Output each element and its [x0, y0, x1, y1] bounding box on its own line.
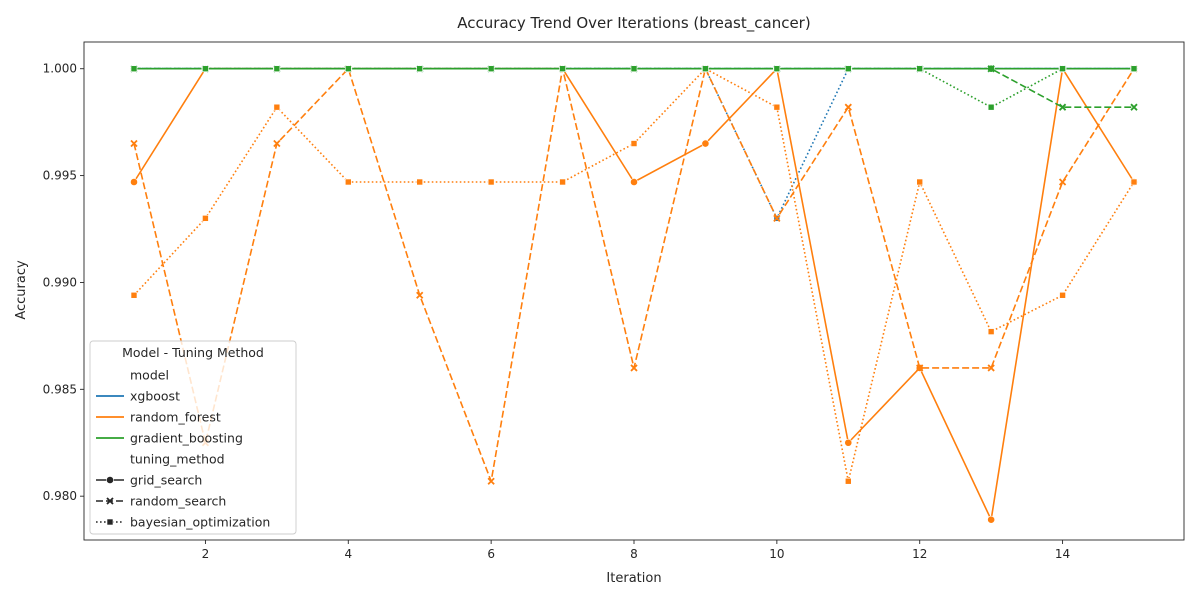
data-point	[630, 65, 638, 73]
x-tick-label: 8	[630, 547, 638, 561]
legend-item-tuning_method: tuning_method	[130, 452, 225, 467]
series-line	[134, 67, 1134, 108]
data-point	[130, 178, 138, 186]
legend-item-random_search: random_search	[96, 494, 226, 509]
data-point	[630, 178, 638, 186]
legend-label: bayesian_optimization	[130, 515, 270, 530]
data-point	[916, 178, 924, 186]
data-point	[130, 139, 138, 148]
legend-marker	[106, 476, 114, 484]
data-point	[487, 477, 495, 485]
x-tick-label: 6	[487, 547, 495, 561]
legend-marker	[106, 518, 114, 526]
legend-item-model: model	[130, 368, 169, 383]
data-point	[773, 65, 781, 73]
x-tick-label: 10	[769, 547, 784, 561]
legend-marker	[106, 497, 114, 505]
x-tick-label: 14	[1055, 547, 1070, 561]
series-gradient_boosting-bayesian_optimization	[130, 65, 1138, 111]
data-point	[1059, 65, 1066, 73]
data-point	[987, 515, 996, 524]
data-point	[1130, 65, 1138, 73]
y-tick-label: 0.990	[43, 275, 77, 289]
x-tick-label: 12	[912, 547, 927, 561]
data-point	[701, 139, 710, 148]
legend-label: random_search	[130, 494, 226, 509]
legend-item-random_forest: random_forest	[96, 410, 221, 425]
data-point	[1130, 103, 1138, 111]
y-tick-label: 0.995	[43, 169, 77, 183]
data-point	[630, 140, 638, 147]
data-point	[416, 291, 424, 299]
data-point	[130, 291, 138, 299]
data-point	[844, 438, 853, 447]
data-point	[987, 103, 995, 111]
data-point	[844, 103, 852, 111]
legend-item-bayesian_optimization: bayesian_optimization	[96, 515, 270, 530]
data-point	[416, 178, 424, 186]
y-tick-label: 0.985	[43, 382, 77, 396]
chart-title: Accuracy Trend Over Iterations (breast_c…	[457, 14, 810, 33]
data-point	[416, 65, 424, 73]
data-point	[344, 178, 352, 186]
legend-label: grid_search	[130, 473, 202, 488]
legend-title: Model - Tuning Method	[122, 345, 264, 360]
legend-item-xgboost: xgboost	[96, 389, 180, 404]
data-point	[202, 65, 209, 73]
data-point	[916, 364, 924, 372]
data-point	[773, 214, 781, 222]
data-point	[344, 65, 352, 73]
data-point	[1059, 291, 1066, 299]
y-tick-label: 0.980	[43, 489, 77, 503]
legend-label: model	[130, 368, 169, 383]
data-point	[844, 477, 852, 485]
legend: Model - Tuning Method model xgboost random_…	[89, 340, 297, 535]
data-point	[202, 215, 209, 222]
data-point	[702, 65, 709, 73]
y-axis-label: Accuracy	[14, 260, 29, 320]
data-point	[273, 103, 281, 111]
data-point	[1130, 178, 1138, 186]
data-point	[844, 65, 852, 73]
data-point	[916, 65, 924, 73]
legend-item-gradient_boosting: gradient_boosting	[96, 431, 243, 446]
legend-box	[89, 340, 297, 535]
data-point	[987, 328, 995, 335]
data-point	[1058, 103, 1067, 111]
plot-area	[130, 64, 1138, 524]
data-point	[1058, 178, 1067, 186]
data-point	[773, 103, 781, 111]
legend-item-grid_search: grid_search	[96, 473, 202, 488]
x-axis-label: Iteration	[606, 571, 661, 586]
data-point	[487, 178, 495, 186]
data-point	[273, 65, 281, 73]
axes: 2 4 6 8 10 12 14 0.980 0.985 0.990 0.995 1.000	[43, 41, 1185, 561]
data-point	[987, 364, 995, 372]
data-point	[273, 139, 281, 148]
data-point	[130, 65, 138, 73]
y-tick-label: 1.000	[43, 62, 77, 76]
series-line	[134, 67, 1134, 108]
x-tick-label: 2	[202, 547, 210, 561]
legend-label: random_forest	[130, 410, 221, 425]
legend-label: gradient_boosting	[130, 431, 243, 446]
x-tick-label: 4	[344, 547, 352, 561]
legend-label: tuning_method	[130, 452, 225, 467]
data-point	[559, 65, 566, 73]
data-point	[630, 364, 638, 372]
data-point	[487, 65, 495, 73]
data-point	[987, 65, 995, 73]
data-point	[559, 178, 566, 186]
legend-label: xgboost	[130, 389, 180, 404]
